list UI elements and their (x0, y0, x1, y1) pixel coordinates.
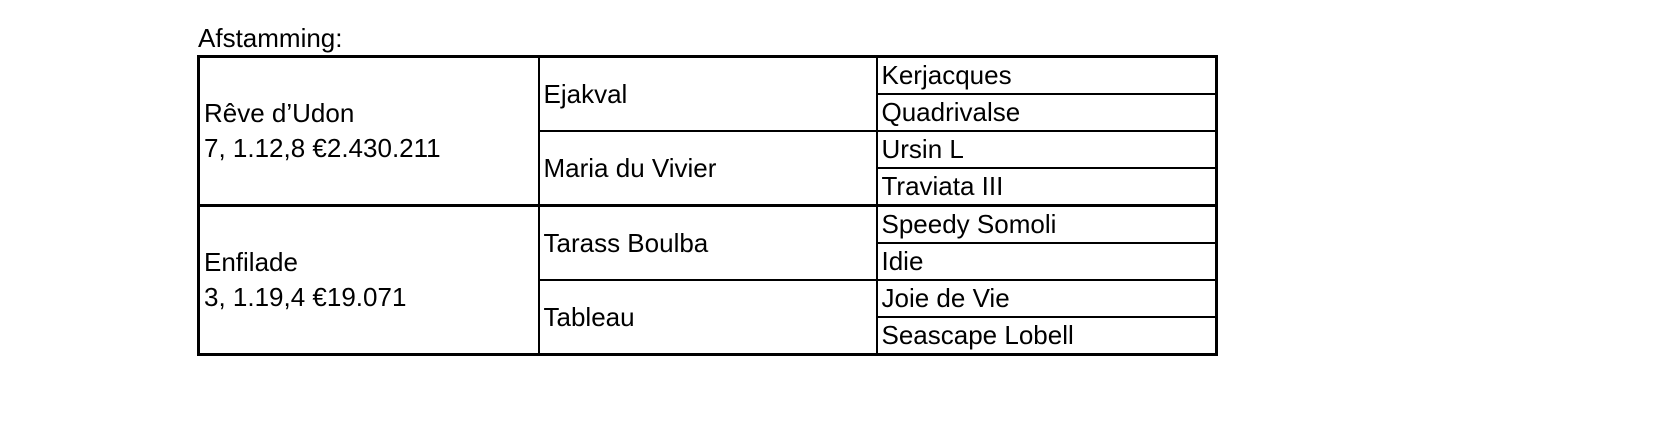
gen2-cell-dam-dam: Tableau (537, 279, 878, 356)
gen1-dam-cell: Enfilade 3, 1.19,4 €19.071 (197, 204, 540, 356)
table-row: Enfilade 3, 1.19,4 €19.071 Tarass Boulba… (197, 204, 1218, 356)
table-row: Traviata III (199, 167, 1218, 207)
gen3-cell: Ursin L (875, 130, 1218, 169)
table-row: Maria du Vivier Ursin L (199, 130, 1218, 207)
gen2-cell-sire-dam: Maria du Vivier (537, 130, 878, 207)
gen3-cell: Kerjacques (875, 55, 1218, 95)
table-row: Tableau Joie de Vie (199, 279, 1218, 356)
horse-record: 3, 1.19,4 €19.071 (204, 282, 407, 312)
pedigree-title: Afstamming: (198, 23, 343, 53)
table-row: Rêve d’Udon 7, 1.12,8 €2.430.211 Ejakval… (197, 55, 1218, 207)
horse-record: 7, 1.12,8 €2.430.211 (204, 133, 441, 163)
pedigree-table: Rêve d’Udon 7, 1.12,8 €2.430.211 Ejakval… (197, 55, 1218, 356)
table-row: Idie (199, 242, 1218, 281)
table-row: Seascape Lobell (199, 316, 1218, 356)
table-row: Quadrivalse (199, 93, 1218, 132)
gen3-cell: Quadrivalse (875, 93, 1218, 132)
gen2-cell-dam-sire: Tarass Boulba (537, 204, 878, 281)
gen2-cell-sire-sire: Ejakval (537, 55, 878, 132)
gen3-cell: Seascape Lobell (875, 316, 1218, 356)
gen1-sire-cell: Rêve d’Udon 7, 1.12,8 €2.430.211 (197, 55, 540, 207)
gen3-cell: Joie de Vie (875, 279, 1218, 318)
gen3-cell: Idie (875, 242, 1218, 281)
horse-name: Enfilade (204, 247, 298, 277)
gen3-cell: Traviata III (875, 167, 1218, 207)
gen3-cell: Speedy Somoli (875, 204, 1218, 244)
horse-name: Rêve d’Udon (204, 98, 355, 128)
